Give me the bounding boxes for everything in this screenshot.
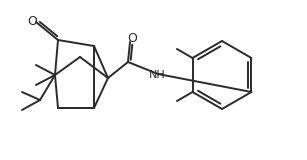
Text: O: O [27, 15, 37, 28]
Text: NH: NH [149, 70, 165, 80]
Text: O: O [127, 32, 137, 44]
